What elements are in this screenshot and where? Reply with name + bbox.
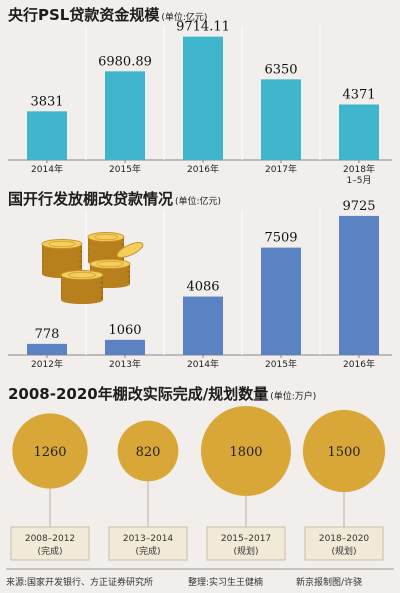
period-label: 2015–2017 [221, 534, 271, 544]
status-label: (规划) [233, 545, 258, 557]
shanty-category-label: 2014年 [187, 358, 219, 370]
psl-category-label: 2018年 [343, 163, 375, 175]
psl-bar [183, 36, 223, 161]
status-label: (完成) [135, 545, 160, 557]
status-label: (规划) [331, 545, 356, 557]
shanty-count-bubble [117, 420, 179, 482]
psl-unit-text: (单位:亿元) [161, 13, 208, 23]
shanty-count-bubble [201, 406, 291, 496]
shanty-bar [105, 339, 145, 355]
bubble-value-label: 820 [136, 445, 161, 460]
shanty-count-title: 2008-2020年棚改实际完成/规划数量 (单位:万户) [8, 383, 316, 404]
bubble-value-label: 1800 [229, 445, 262, 460]
bubble-value-label: 1260 [33, 445, 66, 460]
shanty-bar [27, 343, 67, 355]
graphic-credit: 新京报制图/许骁 [296, 578, 363, 588]
psl-category-label: 2016年 [187, 163, 219, 175]
shanty-value-label: 778 [35, 327, 60, 342]
shanty-category-label: 2012年 [31, 358, 63, 370]
shanty-category-label: 2013年 [109, 358, 141, 370]
psl-category-label: 1–5月 [347, 175, 372, 186]
count-title-text: 2008-2020年棚改实际完成/规划数量 [8, 385, 269, 403]
period-label: 2008–2012 [25, 534, 75, 544]
psl-bar [27, 111, 67, 160]
period-label-box [304, 526, 384, 561]
period-label-box [206, 526, 286, 561]
psl-value-label: 6350 [264, 62, 297, 77]
status-label: (完成) [37, 545, 62, 557]
psl-title-text: 央行PSL贷款资金规模 [8, 6, 160, 24]
psl-bar [339, 104, 379, 160]
shanty-category-label: 2015年 [265, 358, 297, 370]
shanty-value-label: 7509 [264, 231, 297, 246]
shanty-value-label: 4086 [186, 280, 219, 295]
shanty-bar [261, 247, 301, 355]
period-label: 2018–2020 [319, 534, 370, 544]
editor-note: 整理:实习生王健楠 [188, 578, 264, 588]
psl-value-label: 4371 [342, 87, 375, 102]
shanty-category-label: 2016年 [343, 358, 375, 370]
psl-category-label: 2015年 [109, 163, 141, 175]
psl-value-label: 6980.89 [98, 54, 152, 69]
shanty-count-bubble [302, 409, 386, 493]
psl-category-label: 2017年 [265, 163, 297, 175]
shanty-unit-text: (单位:亿元) [175, 197, 222, 207]
psl-bar [261, 79, 301, 160]
source-note: 来源:国家开发银行、方正证券研究所 [6, 578, 154, 588]
shanty-title-text: 国开行发放棚改贷款情况 [8, 190, 174, 208]
gold-coins-illustration [41, 232, 144, 304]
shanty-count-bubble [12, 413, 88, 489]
shanty-chart-title: 国开行发放棚改贷款情况 (单位:亿元) [8, 188, 221, 209]
shanty-value-label: 1060 [108, 323, 141, 338]
shanty-value-label: 9725 [342, 199, 375, 214]
shanty-loan-bar-chart: 778 2012年 1060 2013年 4086 2014年 7509 2015年 9725 2… [8, 199, 392, 370]
period-label: 2013–2014 [123, 534, 174, 544]
psl-bar [105, 71, 145, 160]
shanty-bar [183, 296, 223, 355]
psl-category-label: 2014年 [31, 163, 63, 175]
period-label-box [10, 526, 90, 561]
psl-value-label: 3831 [30, 94, 63, 109]
psl-bar-chart: 3831 2014年 6980.89 2015年 9714.11 2016年 6350 201… [8, 20, 392, 186]
count-unit-text: (单位:万户) [270, 392, 317, 402]
psl-chart-title: 央行PSL贷款资金规模 (单位:亿元) [8, 4, 207, 25]
psl-value-label: 9714.11 [176, 20, 230, 35]
period-label-box [108, 526, 188, 561]
bubble-value-label: 1500 [327, 445, 360, 460]
shanty-bar [339, 215, 379, 355]
